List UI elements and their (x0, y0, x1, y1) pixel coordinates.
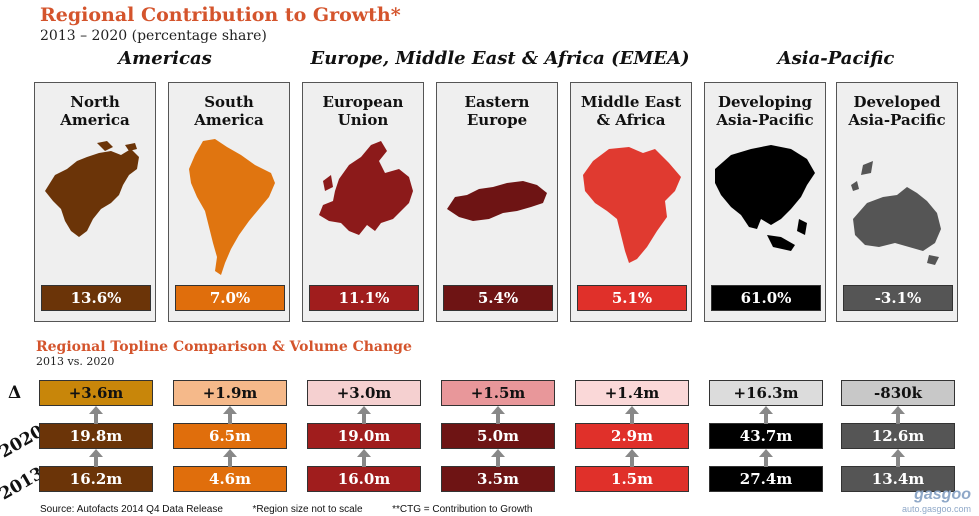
delta-value: +3.0m (307, 380, 421, 406)
delta-value: -830k (841, 380, 955, 406)
watermark-logo: gasgoo (914, 486, 971, 503)
footer-notes: Source: Autofacts 2014 Q4 Data Release *… (40, 504, 532, 515)
delta-value: +3.6m (39, 380, 153, 406)
value-2020: 19.0m (307, 423, 421, 449)
share-value: 61.0% (711, 285, 821, 311)
arrow-up-icon (89, 449, 103, 467)
europe-map-icon (319, 141, 413, 235)
value-2020: 2.9m (575, 423, 689, 449)
developed-asia-map-icon (851, 161, 941, 265)
source-note: Source: Autofacts 2014 Q4 Data Release (40, 504, 223, 515)
arrow-up-icon (625, 449, 639, 467)
section-title: Regional Topline Comparison & Volume Cha… (36, 339, 412, 355)
value-2013: 27.4m (709, 466, 823, 492)
share-value: -3.1% (843, 285, 953, 311)
value-2013: 4.6m (173, 466, 287, 492)
value-2020: 5.0m (441, 423, 555, 449)
share-value: 5.1% (577, 285, 687, 311)
region-name: Developing Asia-Pacific (705, 93, 825, 129)
value-2013: 16.0m (307, 466, 421, 492)
group-label-emea: Europe, Middle East & Africa (EMEA) (310, 48, 690, 69)
region-card: South America 7.0% (168, 82, 290, 322)
eastern-europe-map-icon (447, 181, 547, 221)
region-name-line: & Africa (596, 111, 666, 129)
delta-value: +1.9m (173, 380, 287, 406)
arrow-up-icon (223, 449, 237, 467)
region-card: European Union 11.1% (302, 82, 424, 322)
arrow-up-icon (357, 449, 371, 467)
region-card: Middle East & Africa 5.1% (570, 82, 692, 322)
arrow-up-icon (223, 406, 237, 424)
south-america-map-icon (189, 139, 275, 275)
group-label-americas: Americas (118, 48, 212, 69)
region-name: Developed Asia-Pacific (837, 93, 957, 129)
region-name-line: Union (337, 111, 389, 129)
region-name-line: Europe (466, 111, 528, 129)
region-name-line: America (60, 111, 130, 129)
share-value: 5.4% (443, 285, 553, 311)
value-2020: 19.8m (39, 423, 153, 449)
value-2020: 43.7m (709, 423, 823, 449)
value-2013: 16.2m (39, 466, 153, 492)
region-name-line: European (322, 93, 404, 111)
region-name: European Union (303, 93, 423, 129)
arrow-up-icon (759, 406, 773, 424)
arrow-up-icon (357, 406, 371, 424)
region-name-line: North (70, 93, 120, 111)
ctg-note: **CTG = Contribution to Growth (392, 504, 533, 515)
region-name: Middle East & Africa (571, 93, 691, 129)
arrow-up-icon (891, 449, 905, 467)
share-value: 7.0% (175, 285, 285, 311)
share-value: 13.6% (41, 285, 151, 311)
section-subtitle: 2013 vs. 2020 (36, 355, 115, 368)
region-name-line: Asia-Pacific (848, 111, 946, 129)
value-2013: 1.5m (575, 466, 689, 492)
value-2020: 6.5m (173, 423, 287, 449)
north-america-map-icon (45, 141, 139, 237)
region-name-line: Middle East (580, 93, 682, 111)
share-value: 11.1% (309, 285, 419, 311)
region-name: North America (35, 93, 155, 129)
region-name-line: South (204, 93, 254, 111)
arrow-up-icon (891, 406, 905, 424)
region-name: South America (169, 93, 289, 129)
arrow-up-icon (491, 449, 505, 467)
region-name-line: Eastern (464, 93, 530, 111)
arrow-up-icon (491, 406, 505, 424)
arrow-up-icon (625, 406, 639, 424)
region-card: Developed Asia-Pacific -3.1% (836, 82, 958, 322)
developing-asia-map-icon (715, 145, 815, 251)
arrow-up-icon (759, 449, 773, 467)
row-label-delta: Δ (8, 383, 22, 403)
delta-value: +1.4m (575, 380, 689, 406)
africa-map-icon (583, 147, 681, 263)
page-subtitle: 2013 – 2020 (percentage share) (40, 28, 267, 44)
region-name-line: America (194, 111, 264, 129)
value-2013: 3.5m (441, 466, 555, 492)
region-name-line: Asia-Pacific (716, 111, 814, 129)
region-name: Eastern Europe (437, 93, 557, 129)
region-name-line: Developing (717, 93, 813, 111)
region-card: Developing Asia-Pacific 61.0% (704, 82, 826, 322)
arrow-up-icon (89, 406, 103, 424)
value-2020: 12.6m (841, 423, 955, 449)
page-title: Regional Contribution to Growth* (40, 4, 401, 26)
delta-value: +16.3m (709, 380, 823, 406)
region-card: North America 13.6% (34, 82, 156, 322)
watermark-url: auto.gasgoo.com (901, 504, 971, 514)
region-card: Eastern Europe 5.4% (436, 82, 558, 322)
size-note: *Region size not to scale (252, 504, 363, 515)
group-label-asia-pacific: Asia-Pacific (777, 48, 895, 69)
delta-value: +1.5m (441, 380, 555, 406)
region-name-line: Developed (853, 93, 941, 111)
